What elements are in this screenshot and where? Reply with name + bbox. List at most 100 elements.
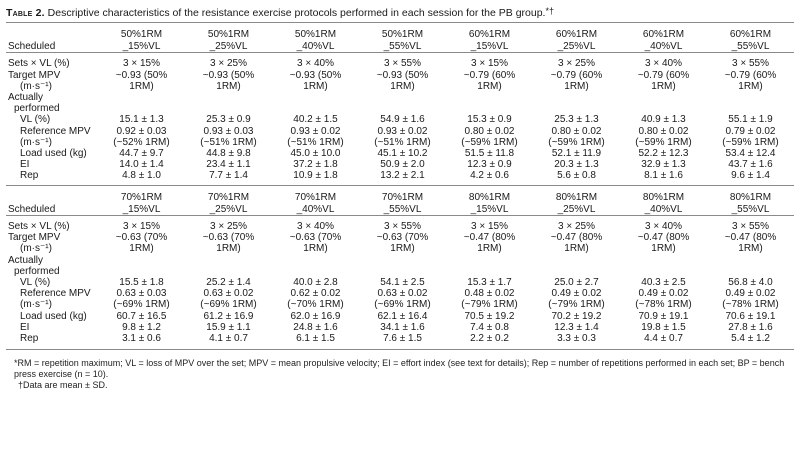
- header-divider-row-cell: [359, 215, 446, 222]
- row-target-mpv-unit-cell: 1RM): [129, 80, 154, 92]
- row-sets: Sets × VL (%) 3 × 15% 3 × 25% 3 × 40% 3 × 55…: [6, 58, 794, 69]
- row-vl-cell: 15.3 ± 0.9: [467, 114, 512, 126]
- row-load-cell: 70.9 ± 19.1: [638, 310, 689, 322]
- row-load-label: Load used (kg): [20, 148, 87, 160]
- row-reference-mpv-cell: 0.80 ± 0.02: [638, 125, 689, 137]
- header-row-scheduled-cell: _40%VL: [644, 203, 683, 215]
- header-divider-row-cell: [533, 215, 620, 222]
- row-target-mpv-cell: ~0.93 (50%: [376, 69, 429, 81]
- header-row-scheduled-top-cell: 70%1RM: [359, 184, 446, 204]
- row-rep: Rep 4.8 ± 1.0 7.7 ± 1.4 10.9 ± 1.8 13.2 ± 2.…: [6, 170, 794, 185]
- header-row-scheduled-top-cell: 60%1RM: [729, 29, 772, 40]
- row-performed: performed: [6, 266, 794, 277]
- row-rep-label: Rep: [20, 333, 39, 345]
- row-reference-mpv-unit-cell: (~51% 1RM): [200, 136, 257, 148]
- row-load-label: Load used (kg): [20, 310, 87, 322]
- header-row-scheduled-top-cell: 80%1RM: [620, 184, 707, 204]
- row-load-cell: 45.1 ± 10.2: [377, 148, 428, 160]
- row-ei-cell: 32.9 ± 1.3: [641, 159, 686, 171]
- row-load-cell: 60.7 ± 16.5: [116, 310, 167, 322]
- row-rep-cell: 4.8 ± 1.0: [122, 170, 161, 182]
- row-sets: Sets × VL (%) 3 × 15% 3 × 25% 3 × 40% 3 × 55…: [6, 221, 794, 232]
- header-row-scheduled-top-cell: 50%1RM: [381, 29, 424, 40]
- row-rep-cell: 7.7 ± 1.4: [209, 170, 248, 182]
- row-sets-cell: 3 × 55%: [384, 58, 421, 70]
- row-vl-cell: 40.3 ± 2.5: [641, 277, 686, 289]
- row-sets-cell: 3 × 25%: [558, 58, 595, 70]
- header-divider-row-cell: [98, 215, 185, 222]
- row-reference-mpv-cell: 0.93 ± 0.02: [377, 125, 428, 137]
- row-sets-cell: 3 × 55%: [732, 221, 769, 233]
- header-divider-row-cell: [359, 52, 446, 59]
- header-row-scheduled-top-cell: 70%1RM: [98, 184, 185, 204]
- row-ei-cell: 20.3 ± 1.3: [554, 159, 599, 171]
- header-divider-row: [6, 52, 794, 59]
- caption-text: Descriptive characteristics of the resis…: [44, 7, 546, 19]
- header-row-scheduled-cell: _25%VL: [209, 203, 248, 215]
- row-performed-cell: [272, 266, 359, 277]
- row-rep-cell: 5.6 ± 0.8: [557, 170, 596, 182]
- row-ei-cell: 43.7 ± 1.6: [728, 159, 773, 171]
- row-target-mpv-cell: ~0.63 (70%: [115, 232, 168, 244]
- row-reference-mpv-cell: 0.62 ± 0.02: [290, 288, 341, 300]
- row-sets-cell: 3 × 55%: [732, 58, 769, 70]
- row-rep: Rep 3.1 ± 0.6 4.1 ± 0.7 6.1 ± 1.5 7.6 ± 1.5 2…: [6, 333, 794, 347]
- row-reference-mpv-unit-cell: (~59% 1RM): [461, 136, 518, 148]
- row-reference-mpv-unit-cell: (~59% 1RM): [635, 136, 692, 148]
- row-vl-cell: 40.2 ± 1.5: [293, 114, 338, 126]
- row-vl: VL (%) 15.5 ± 1.8 25.2 ± 1.4 40.0 ± 2.8 54.1…: [6, 277, 794, 288]
- row-actually-label: Actually: [8, 254, 44, 266]
- header-row-scheduled-cell: _40%VL: [644, 41, 683, 53]
- row-performed-cell: [533, 266, 620, 277]
- row-ei-cell: 50.9 ± 2.0: [380, 159, 425, 171]
- header-divider-row-cell: [185, 52, 272, 59]
- row-target-mpv-cell: ~0.63 (70%: [202, 232, 255, 244]
- row-reference-mpv-unit: (m·s⁻¹) (~52% 1RM) (~51% 1RM) (~51% 1RM) (~5…: [6, 137, 794, 148]
- header-row-scheduled-cell: _55%VL: [383, 203, 422, 215]
- row-load-cell: 52.2 ± 12.3: [638, 148, 689, 160]
- row-performed-cell: [446, 103, 533, 114]
- row-target-mpv-cell: ~0.93 (50%: [289, 69, 342, 81]
- row-actually-cell: [533, 92, 620, 103]
- header-row-scheduled-top-cell: 50%1RM: [120, 29, 163, 40]
- row-ei-cell: 9.8 ± 1.2: [122, 321, 161, 333]
- row-actually-cell: [272, 255, 359, 266]
- row-reference-mpv-cell: 0.92 ± 0.03: [116, 125, 167, 137]
- row-reference-mpv-unit-label: (m·s⁻¹): [20, 299, 52, 311]
- row-target-mpv-unit-cell: 1RM): [651, 80, 676, 92]
- row-sets-cell: 3 × 25%: [210, 221, 247, 233]
- row-target-mpv-unit-cell: 1RM): [303, 80, 328, 92]
- row-vl-label: VL (%): [20, 277, 51, 289]
- row-ei-cell: 24.8 ± 1.6: [293, 321, 338, 333]
- table-footnotes: *RM = repetition maximum; VL = loss of M…: [6, 349, 794, 391]
- row-target-mpv-label: Target MPV: [8, 69, 61, 81]
- row-actually-cell: [272, 92, 359, 103]
- row-sets-cell: 3 × 15%: [123, 58, 160, 70]
- header-divider-row: [6, 215, 794, 222]
- row-ei-cell: 27.8 ± 1.6: [728, 321, 773, 333]
- row-reference-mpv-cell: 0.79 ± 0.02: [725, 125, 776, 137]
- row-ei-label: EI: [20, 159, 30, 171]
- row-target-mpv-unit: (m·s⁻¹) 1RM) 1RM) 1RM) 1RM) 1RM) 1RM) 1RM) 1RM): [6, 81, 794, 92]
- footnote-data: †Data are mean ± SD.: [18, 380, 108, 391]
- row-performed-cell: [185, 103, 272, 114]
- row-sets-cell: 3 × 15%: [471, 221, 508, 233]
- header-row-scheduled-cell: _40%VL: [296, 41, 335, 53]
- row-actually-label: Actually: [8, 92, 44, 104]
- header-row-scheduled-cell: _15%VL: [470, 41, 509, 53]
- row-reference-mpv-cell: 0.63 ± 0.03: [116, 288, 167, 300]
- row-load-cell: 62.1 ± 16.4: [377, 310, 428, 322]
- row-reference-mpv-label: Reference MPV: [20, 288, 91, 300]
- row-actually: Actually: [6, 255, 794, 266]
- row-target-mpv-label: Target MPV: [8, 232, 61, 244]
- row-ei-cell: 12.3 ± 0.9: [467, 159, 512, 171]
- row-vl-label: VL (%): [20, 114, 51, 126]
- row-ei-label: EI: [20, 321, 30, 333]
- header-divider-row-cell: [98, 52, 185, 59]
- header-divider-row-cell: [185, 215, 272, 222]
- header-divider-row-label: [6, 215, 98, 222]
- header-row-scheduled: Scheduled _15%VL _25%VL _40%VL _55%VL _15%VL _…: [6, 41, 794, 53]
- row-ei-cell: 19.8 ± 1.5: [641, 321, 686, 333]
- row-rep-cell: 8.1 ± 1.6: [644, 170, 683, 182]
